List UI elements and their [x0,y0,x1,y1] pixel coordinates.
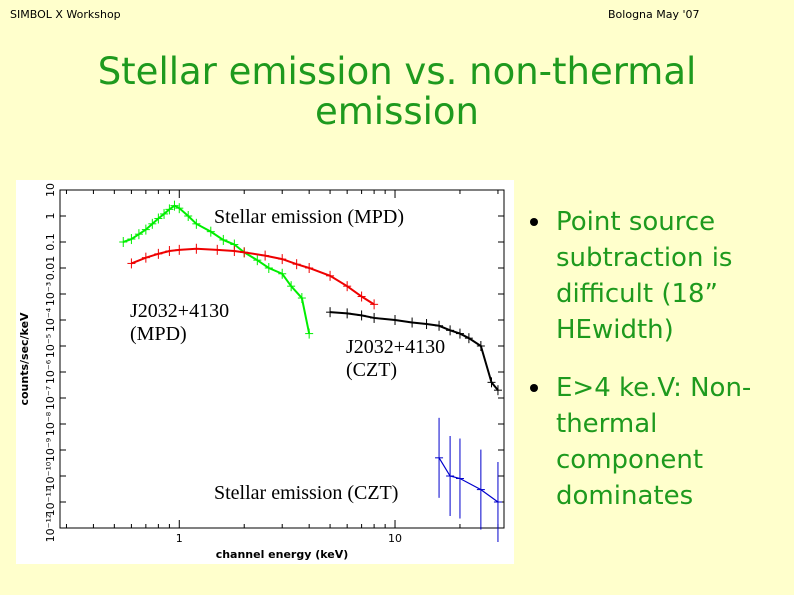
bullet-text-1: Point source subtraction is difficult (1… [556,207,733,345]
y-tick-label: 10 [44,183,57,197]
annotation-stellar-mpd: Stellar emission (MPD) [214,206,404,228]
y-tick-label: 10⁻⁶ [44,359,57,384]
slide-title: Stellar emission vs. non-thermal emissio… [97,50,697,133]
y-tick-label: 10⁻³ [44,282,57,306]
bullet-item-2: E>4 ke.V: Non-thermal component dominate… [528,370,788,514]
y-tick-label: 10⁻⁷ [44,386,57,410]
annotation-source-mpd-line2: (MPD) [130,323,187,345]
series-line-4 [438,457,499,503]
annotation-source-czt-line2: (CZT) [346,359,398,381]
bullet-dot-icon [530,218,538,226]
y-tick-label: 10⁻¹² [44,514,57,543]
bullet-list: Point source subtraction is difficult (1… [528,204,788,536]
header-left: SIMBOL X Workshop [10,8,121,21]
y-tick-label: 0.01 [44,256,57,281]
x-tick-label: 1 [176,532,183,545]
y-tick-label: 0.1 [44,233,57,251]
x-axis-label: channel energy (keV) [216,548,349,561]
spectrum-plot: 10 1 0.1 0.01 10⁻³ 10⁻⁴ 10⁻⁵ 10⁻⁶ 10⁻⁷ 10⁻⁸ 10⁻⁹ 10… [16,180,514,564]
y-tick-label: 10⁻¹¹ [44,488,57,517]
y-tick-label: 10⁻⁹ [44,438,57,462]
bullet-text-2: E>4 ke.V: Non-thermal component dominate… [556,373,752,511]
spectrum-plot-svg: 1010.10.0110⁻³10⁻⁴10⁻⁵10⁻⁶10⁻⁷10⁻⁸10⁻⁹10… [18,183,505,561]
y-tick-label: 10⁻⁸ [44,411,57,436]
annotation-source-mpd: J2032+4130 (MPD) [130,300,229,346]
y-tick-label: 10⁻⁴ [44,307,57,332]
annotation-source-mpd-line1: J2032+4130 [130,300,230,322]
header-right: Bologna May '07 [608,8,700,21]
y-axis-label: counts/sec/keV [18,312,31,406]
annotation-source-czt: J2032+4130 (CZT) [346,336,445,382]
bullet-dot-icon [530,384,538,392]
y-tick-label: 1 [44,213,57,220]
series-line-1 [122,204,311,334]
x-tick-label: 10 [388,532,402,545]
y-tick-label: 10⁻¹⁰ [44,461,57,490]
annotation-source-czt-line1: J2032+4130 [346,336,446,358]
y-tick-label: 10⁻⁵ [44,334,57,358]
annotation-stellar-czt: Stellar emission (CZT) [214,482,399,504]
bullet-item-1: Point source subtraction is difficult (1… [528,204,788,348]
